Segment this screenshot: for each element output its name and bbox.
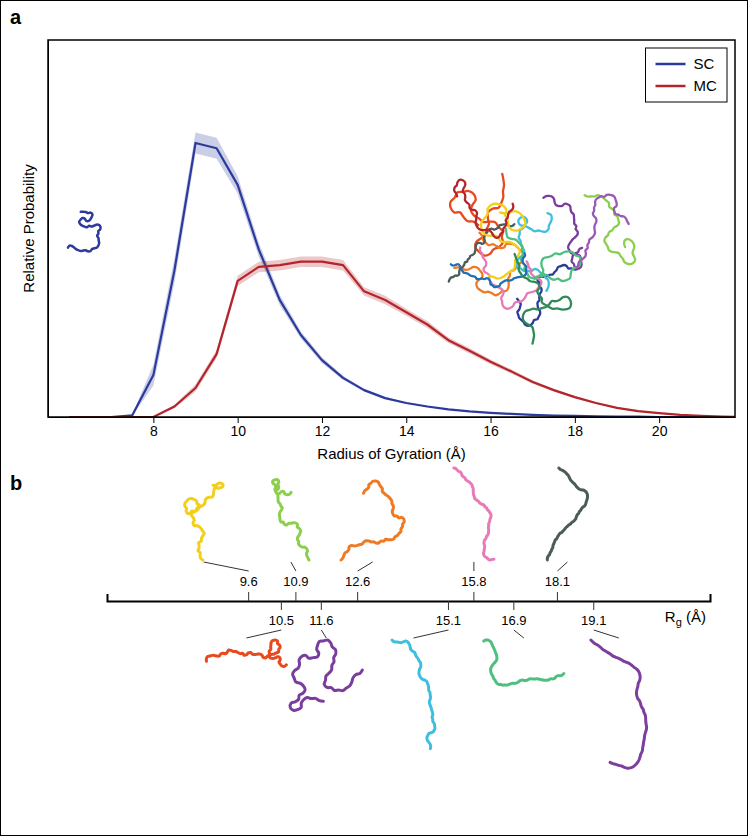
- legend: SC MC: [646, 48, 727, 102]
- rg-label: 10.9: [283, 574, 308, 589]
- rg-label: 12.6: [345, 574, 370, 589]
- legend-swatch: [656, 85, 686, 88]
- rg-tick: [557, 592, 558, 601]
- mc-chain: [585, 195, 636, 264]
- x-tick: 14: [399, 417, 415, 439]
- panel-letter: a: [10, 6, 22, 28]
- mc-chain: [506, 229, 581, 281]
- rg-tick: [593, 601, 594, 610]
- rg-label: 15.8: [461, 574, 486, 589]
- conformation: [591, 640, 647, 768]
- conformation: [392, 640, 435, 749]
- leader-line: [321, 630, 326, 638]
- conformation: [185, 483, 223, 560]
- structure-insets: [68, 212, 101, 252]
- panel-letter: b: [10, 472, 22, 494]
- rg-tick: [513, 601, 514, 610]
- rg-axis: [108, 594, 711, 602]
- leader-line: [413, 630, 448, 638]
- rg-tick: [473, 592, 474, 601]
- leader-line: [557, 562, 567, 571]
- mc-structure: [449, 174, 635, 344]
- rg-label: 19.1: [581, 613, 606, 628]
- x-tick-label: 10: [230, 423, 246, 439]
- rg-tick: [448, 601, 449, 610]
- mc-chain: [454, 180, 513, 238]
- mc-chain: [515, 254, 571, 344]
- x-tick-label: 16: [483, 423, 499, 439]
- x-tick: 20: [652, 417, 668, 439]
- error-band: [69, 133, 735, 417]
- x-tick: 18: [568, 417, 584, 439]
- mc-chain: [577, 195, 629, 268]
- rg-tick: [295, 592, 296, 601]
- x-tick-label: 18: [568, 423, 584, 439]
- conformations: [185, 468, 647, 768]
- series-line: [69, 143, 735, 417]
- x-axis-title: Radius of Gyration (Å): [317, 445, 465, 462]
- leader-line: [358, 562, 373, 571]
- mc-chain: [449, 224, 514, 281]
- legend-label: SC: [694, 55, 715, 72]
- error-band: [69, 256, 735, 417]
- leader-line: [204, 562, 249, 571]
- x-tick: 16: [483, 417, 499, 439]
- rg-tick: [248, 592, 249, 601]
- leader-line: [594, 630, 619, 638]
- rg-label: 15.1: [436, 613, 461, 628]
- rg-label: 18.1: [545, 574, 570, 589]
- legend-box: [646, 48, 727, 102]
- figure: a 8 10 12 14 16 18 20 Radius of Gyration (Å) Rela…: [0, 0, 748, 836]
- conformation: [206, 640, 286, 666]
- x-tick-label: 20: [652, 423, 668, 439]
- leader-line: [246, 630, 281, 638]
- leader-line: [473, 562, 474, 571]
- figure-border: [1, 1, 748, 836]
- leader-line: [514, 630, 524, 638]
- x-tick-label: 12: [315, 423, 331, 439]
- rg-label: 11.6: [309, 613, 333, 628]
- rg-tick: [357, 592, 358, 601]
- conformation: [484, 640, 564, 685]
- series-line: [69, 262, 735, 417]
- y-axis-title: Relative Probability: [20, 164, 37, 293]
- x-tick-label: 8: [150, 423, 158, 439]
- conformation: [547, 468, 587, 560]
- x-tick-label: 14: [399, 423, 415, 439]
- rg-axis-line: [108, 594, 711, 602]
- sc-structure: [68, 212, 101, 252]
- plot-area: [69, 133, 735, 417]
- rg-tick: [321, 601, 322, 610]
- legend-label: MC: [694, 77, 717, 94]
- x-tick: 12: [315, 417, 331, 439]
- rg-label: 10.5: [269, 613, 294, 628]
- leader-line: [291, 562, 296, 571]
- conformation: [290, 640, 362, 710]
- rg-axis-title: Rg (Å): [665, 608, 706, 628]
- x-axis: 8 10 12 14 16 18 20: [49, 417, 736, 439]
- rg-tick: [281, 601, 282, 610]
- x-tick: 8: [150, 417, 158, 439]
- plot-frame: [48, 40, 735, 417]
- conformation: [273, 480, 309, 560]
- x-tick: 10: [230, 417, 246, 439]
- legend-swatch: [656, 63, 686, 66]
- conformation: [454, 468, 494, 560]
- rg-label: 9.6: [240, 574, 258, 589]
- rg-label: 16.9: [501, 613, 526, 628]
- conformation: [341, 481, 404, 560]
